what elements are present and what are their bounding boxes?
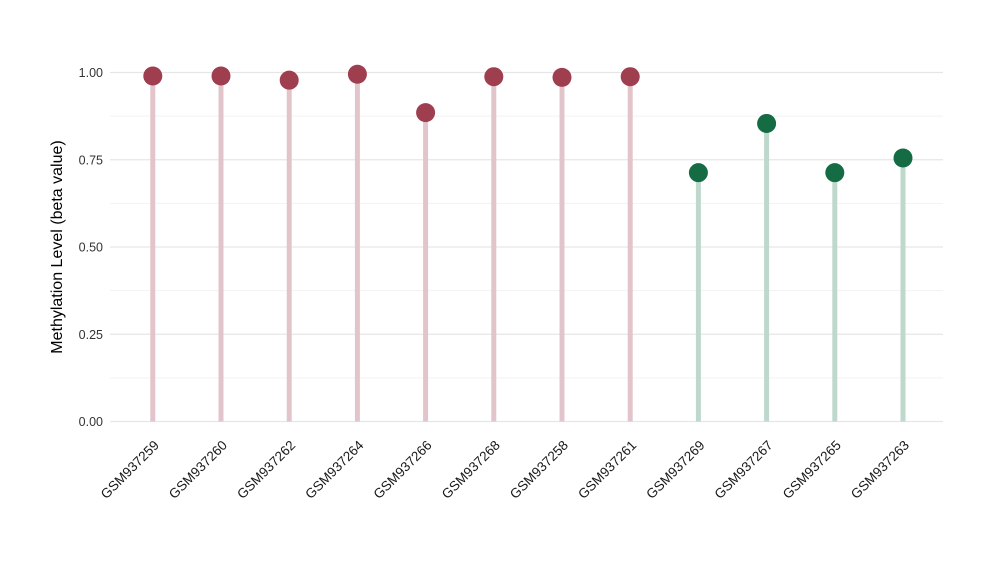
lollipop-dot: [279, 70, 299, 90]
x-tick-label: GSM937269: [643, 438, 707, 502]
lollipop-dot: [825, 163, 845, 183]
x-tick-label: GSM937266: [371, 438, 435, 502]
x-tick-label: GSM937263: [848, 438, 912, 502]
lollipop-dot: [893, 148, 913, 168]
x-tick-label: GSM937259: [98, 438, 162, 502]
y-tick-label: 0.50: [79, 241, 103, 255]
x-tick-label: GSM937261: [575, 438, 639, 502]
y-tick-label: 0.00: [79, 415, 103, 429]
y-tick-label: 1.00: [79, 66, 103, 80]
lollipop-dot: [143, 66, 163, 86]
lollipop-dot: [484, 67, 504, 87]
y-axis-title: Methylation Level (beta value): [49, 140, 66, 353]
x-tick-label: GSM937262: [234, 438, 298, 502]
x-tick-label: GSM937267: [712, 438, 776, 502]
lollipop-dot: [757, 113, 777, 133]
lollipop-dot: [211, 66, 231, 86]
x-tick-label: GSM937265: [780, 438, 844, 502]
x-tick-label: GSM937264: [302, 437, 367, 502]
y-tick-label: 0.75: [79, 153, 103, 167]
lollipop-dot: [620, 67, 640, 87]
lollipop-dot: [688, 163, 708, 183]
lollipop-dot: [552, 67, 572, 87]
x-tick-label: GSM937260: [166, 438, 230, 502]
x-tick-label: GSM937268: [439, 438, 503, 502]
y-tick-label: 0.25: [79, 328, 103, 342]
x-tick-label: GSM937258: [507, 438, 571, 502]
lollipop-dot: [416, 103, 436, 123]
lollipop-dot: [347, 64, 367, 84]
